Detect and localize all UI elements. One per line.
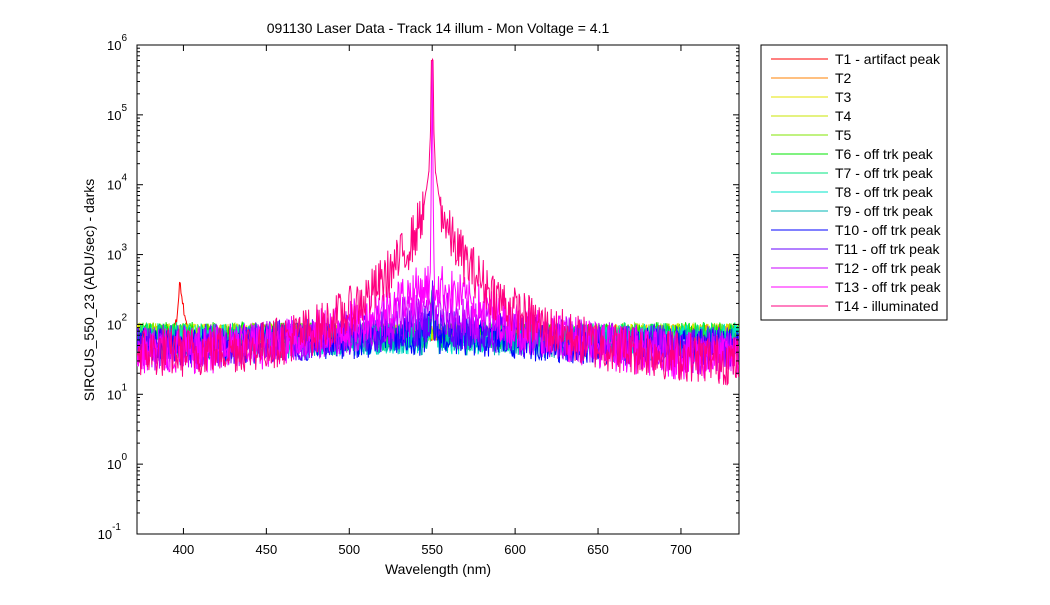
legend-label-9: T9 - off trk peak xyxy=(835,203,934,219)
legend-label-5: T5 xyxy=(835,127,852,143)
legend-label-8: T8 - off trk peak xyxy=(835,184,934,200)
legend: T1 - artifact peak T2 T3 T4 T5 T6 - off trk p… xyxy=(760,44,948,321)
x-tick-label: 550 xyxy=(421,542,443,557)
axes-layer: 400 450 500 550 600 650 700 10-1 100 101 102 103 104… xyxy=(98,33,739,557)
x-tick-label: 450 xyxy=(256,542,278,557)
y-tick-label: 103 xyxy=(107,243,127,263)
legend-label-1: T1 - artifact peak xyxy=(835,51,941,67)
legend-label-12: T12 - off trk peak xyxy=(835,260,942,276)
chart-title: 091130 Laser Data - Track 14 illum - Mon… xyxy=(267,20,610,36)
y-tick-label: 101 xyxy=(107,382,127,402)
legend-label-14: T14 - illuminated xyxy=(835,298,939,314)
legend-label-3: T3 xyxy=(835,89,852,105)
y-tick-label: 10-1 xyxy=(98,522,122,542)
x-tick-label: 650 xyxy=(587,542,609,557)
legend-label-7: T7 - off trk peak xyxy=(835,165,934,181)
x-axis-label: Wavelength (nm) xyxy=(385,561,491,577)
x-tick-label: 600 xyxy=(504,542,526,557)
y-tick-label: 102 xyxy=(107,312,127,332)
y-axis-label: SIRCUS_550_23 (ADU/sec) - darks xyxy=(81,179,97,402)
legend-label-10: T10 - off trk peak xyxy=(835,222,942,238)
legend-label-11: T11 - off trk peak xyxy=(835,241,941,257)
legend-label-2: T2 xyxy=(835,70,852,86)
series-layer xyxy=(137,57,739,387)
y-tick-label: 106 xyxy=(107,33,127,53)
y-tick-label: 100 xyxy=(107,452,127,472)
legend-box xyxy=(760,44,948,321)
x-tick-label: 700 xyxy=(670,542,692,557)
x-tick-label: 500 xyxy=(338,542,360,557)
legend-label-6: T6 - off trk peak xyxy=(835,146,934,162)
series-line-14 xyxy=(137,57,739,387)
legend-label-13: T13 - off trk peak xyxy=(835,279,942,295)
x-tick-label: 400 xyxy=(173,542,195,557)
legend-label-4: T4 xyxy=(835,108,852,124)
y-tick-label: 104 xyxy=(107,173,127,193)
y-tick-label: 105 xyxy=(107,103,127,123)
